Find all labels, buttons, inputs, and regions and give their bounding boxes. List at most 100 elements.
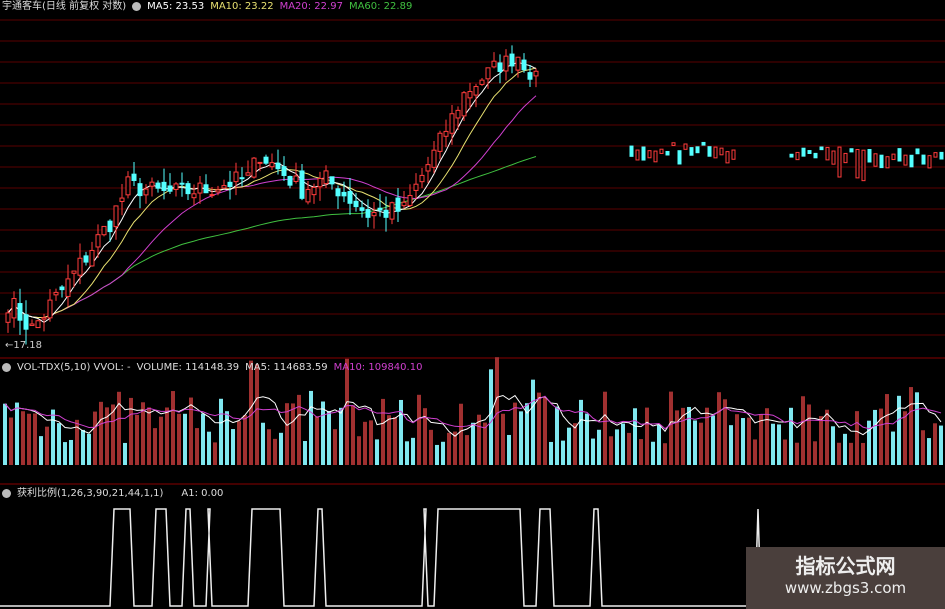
candle [23,314,29,330]
vol-ma10-line [4,395,942,430]
volume-bar [477,414,481,465]
volume-bar [255,364,259,465]
volume-bar [591,438,595,465]
volume-bar [789,407,793,465]
volume-bar [105,407,109,465]
volume-bar [855,411,859,465]
ma10-line [7,67,537,319]
candle [53,291,59,296]
candle [83,255,89,263]
volume-bar [699,422,703,465]
dropdown-circle-icon[interactable] [132,1,142,11]
dropdown-circle-icon[interactable] [2,362,11,372]
volume-bar [387,415,391,465]
candle [257,161,263,164]
volume-bar [435,444,439,465]
volume-bar [45,426,49,465]
volume-bar [723,399,727,465]
volume-bar [555,406,559,465]
volume-bar [57,423,61,465]
candle [635,149,640,161]
candle [909,154,914,168]
candle [11,298,17,319]
low-price-marker: ←17.18 [5,340,43,351]
volume-bar [423,408,427,465]
candle [89,249,95,267]
volume-bar [147,407,151,465]
volume-bar [87,433,91,465]
candle [173,183,179,190]
volume-bar [27,413,31,465]
volume-bar [483,422,487,465]
candle [473,86,479,96]
volume-bar [267,429,271,465]
volume-bar [657,424,661,465]
volume-bar [471,422,475,465]
candle [819,146,824,151]
volume-bar [411,437,415,465]
candle [665,150,670,156]
volume-bar [183,413,187,465]
volume-bar [771,423,775,465]
volume-bar [669,391,673,465]
candle [647,150,652,159]
candle [795,151,800,161]
volume-bar [813,441,817,465]
volume-bar [81,429,85,465]
vol-ma10: MA10: 109840.10 [333,362,423,373]
volume-bar [165,407,169,465]
indicator-a1: A1: 0.00 [181,488,224,499]
watermark: 指标公式网 www.zbgs3.com [746,547,945,609]
candle [359,207,365,211]
candle [251,157,257,178]
candle [155,182,161,189]
volume-bar [303,441,307,465]
volume-bar [357,436,361,465]
ma20-label: MA20: 22.97 [279,1,343,12]
volume-bar [837,442,841,465]
volume-bar [9,417,13,465]
candle [317,178,323,188]
candle [71,270,77,274]
ma10-label: MA10: 23.22 [210,1,274,12]
candle [167,185,173,192]
candle [873,153,878,167]
candle [855,148,860,179]
volume-bar [111,404,115,465]
candle [509,53,515,67]
dropdown-circle-icon[interactable] [2,488,11,498]
volume-bar [585,413,589,465]
volume-bar [489,369,493,465]
volume-bar [321,401,325,465]
volume-bar [705,407,709,465]
candle [347,191,353,204]
candle [933,152,938,158]
volume-bar [633,408,637,465]
volume-bar [315,416,319,465]
volume-bar [639,439,643,465]
volume-bar [573,423,577,465]
volume-bar [69,439,73,465]
indicator-name: 获利比例(1,26,3,90,21,44,1,1) [17,488,164,499]
candle [927,155,932,169]
volume-bar [219,398,223,465]
volume-bar [123,442,127,465]
candle [629,145,634,157]
candle [341,191,347,197]
volume-bar [711,415,715,465]
volume-bar [333,429,337,465]
volume-bar [273,438,277,465]
volume-bar [297,394,301,465]
volume-bar [327,411,331,465]
candle [533,70,539,77]
volume-bar [237,421,241,465]
candle [455,109,461,119]
candle [311,186,317,196]
volume-bar [873,409,877,465]
volume-bar [459,403,463,465]
candle [59,286,65,291]
candle [281,166,287,176]
volume-bar [207,431,211,465]
volume-bar [753,439,757,465]
